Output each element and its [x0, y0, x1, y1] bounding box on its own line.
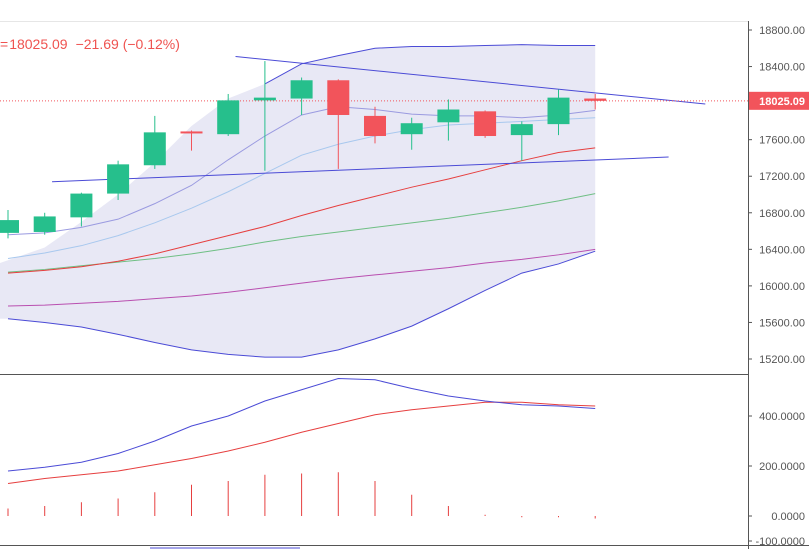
trendline-2: [52, 156, 669, 183]
macd-tick-label: -100.0000: [755, 536, 805, 548]
legend-price: 18025.09: [9, 36, 68, 52]
last-price-tag: [749, 91, 809, 110]
price-tick-label: 16000.00: [759, 281, 805, 293]
macd-tick-label: 0.0000: [771, 511, 805, 523]
candle-body: [547, 97, 570, 125]
legend-prefix: =: [0, 36, 9, 52]
candle-body: [364, 115, 386, 137]
candle-body: [253, 97, 276, 101]
bollinger-lower-line: [7, 250, 596, 358]
candle-body: [180, 131, 203, 134]
price-tick-label: 15200.00: [759, 354, 805, 366]
ma-mid-line: [7, 117, 596, 259]
candle-body: [217, 100, 240, 135]
macd-tick-label: 200.0000: [759, 461, 805, 473]
candle-body: [143, 132, 166, 166]
candle-body: [437, 109, 460, 123]
macd-pane[interactable]: [7, 377, 596, 549]
price-legend: =18025.09 −21.69 (−0.12%): [0, 36, 188, 52]
candle-body: [474, 111, 497, 137]
candle-body: [400, 123, 423, 135]
price-tick-label: 18400.00: [759, 62, 805, 74]
candle-body: [510, 124, 533, 136]
candle-body: [327, 80, 350, 115]
candle-body: [70, 193, 93, 218]
macd-tick-label: 400.0000: [759, 411, 805, 423]
macd-axis[interactable]: 400.0000 200.0000 0.0000 -100.0000: [0, 411, 809, 548]
price-axis[interactable]: 18800.0018400.0018000.0017600.0017200.00…: [748, 21, 809, 549]
bollinger-upper-line: [264, 44, 596, 85]
price-tick-label: 17200.00: [759, 171, 805, 183]
legend-change: −21.69 (−0.12%): [75, 36, 180, 52]
price-tick-label: 15600.00: [759, 317, 805, 329]
last-price-tag-label: 18025.09: [759, 96, 805, 108]
candle-body: [290, 80, 313, 99]
ma-red-line: [7, 147, 596, 274]
candle-body: [584, 98, 607, 101]
ma-purple-line: [7, 248, 596, 307]
price-tick-label: 17600.00: [759, 135, 805, 147]
price-tick-label: 18800.00: [759, 25, 805, 37]
macd-line: [7, 377, 596, 472]
bollinger-fill: [0, 44, 596, 358]
candle-body: [33, 216, 56, 232]
trendline-1: [235, 56, 706, 105]
price-tick-label: 16400.00: [759, 244, 805, 256]
candle-body: [107, 164, 130, 194]
candle-body: [0, 220, 19, 233]
price-tick-label: 16800.00: [759, 208, 805, 220]
